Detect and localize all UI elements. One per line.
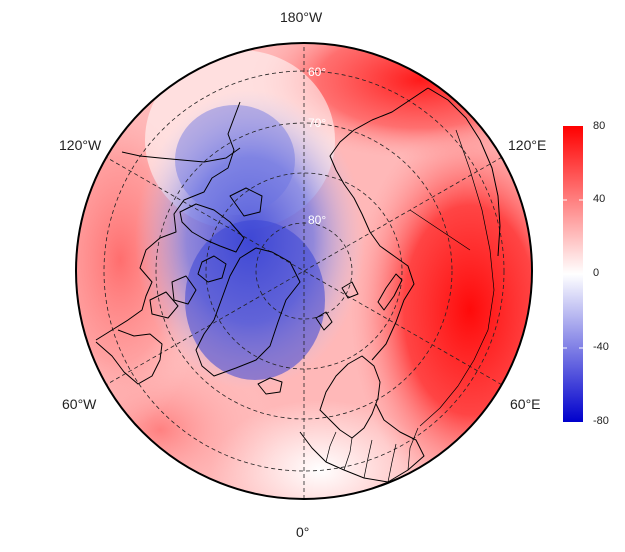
lon-label-upper-right: 120°E — [508, 137, 547, 153]
eurasia-arctic-coastline — [329, 87, 429, 361]
colorbar — [563, 126, 583, 422]
svalbard-coastline — [315, 281, 359, 331]
colorbar-tick-neg80: -80 — [593, 415, 609, 427]
anomaly-field — [76, 43, 532, 499]
lon-label-lower-right: 60°E — [510, 396, 541, 412]
lat-label-60: 60° — [308, 65, 326, 79]
arctic-archipelago-coastline — [149, 187, 263, 319]
novaya-zemlya-coastline — [377, 273, 403, 311]
lat-label-80: 80° — [308, 213, 326, 227]
greenland-coastline — [195, 247, 301, 377]
coastlines — [95, 87, 501, 499]
lon-label-bottom: 0° — [296, 524, 310, 540]
siberia-coastline — [427, 87, 501, 257]
lon-label-top: 180°W — [280, 9, 323, 25]
north-america-coastline — [95, 101, 241, 341]
europe-coastline — [299, 403, 425, 483]
map-boundary — [75, 42, 533, 500]
latitude-labels: 60° 70° 80° — [308, 65, 326, 227]
lat-label-70: 70° — [308, 116, 326, 130]
colorbar-tick-0: 0 — [593, 267, 600, 279]
iceland-coastline — [257, 377, 283, 395]
alaska-coastline — [121, 147, 241, 163]
colorbar-tick-80: 80 — [593, 120, 606, 132]
graticule — [103, 43, 505, 499]
colorbar-tick-neg40: -40 — [593, 341, 609, 353]
scandinavia-coastline — [319, 355, 381, 439]
lon-label-upper-left: 120°W — [59, 137, 102, 153]
lon-label-lower-left: 60°W — [62, 396, 97, 412]
colorbar-tick-40: 40 — [593, 193, 606, 205]
hudson-bay-coastline — [95, 329, 163, 385]
colorbar-tick-marks — [563, 199, 583, 349]
